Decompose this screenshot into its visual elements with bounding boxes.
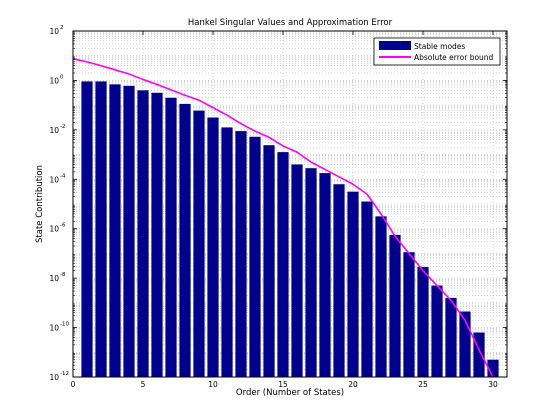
y-tick-label: 10	[49, 274, 59, 283]
bar	[487, 359, 499, 377]
bar	[375, 216, 387, 377]
plot-frame	[72, 30, 508, 378]
bar	[109, 84, 121, 377]
x-tick-label: 15	[278, 380, 288, 389]
chart-title: Hankel Singular Values and Approximation…	[188, 18, 393, 28]
bar	[235, 131, 247, 377]
y-tick-label: 10	[49, 126, 59, 135]
x-tick-label: 25	[418, 380, 428, 389]
y-tick-exponent: 2	[60, 25, 64, 31]
legend-label-error-bound: Absolute error bound	[414, 53, 494, 62]
bar	[445, 297, 457, 377]
y-axis-label: State Contribution	[35, 165, 45, 243]
bar	[123, 85, 135, 377]
bar	[193, 110, 205, 377]
y-tick-exponent: -10	[60, 322, 69, 328]
x-axis-label: Order (Number of States)	[236, 388, 344, 398]
bar	[347, 191, 359, 377]
bar	[207, 117, 219, 377]
bar	[319, 173, 331, 377]
y-tick-exponent: -4	[60, 173, 66, 179]
bar	[81, 81, 93, 377]
y-tick-exponent: -12	[60, 371, 69, 377]
bar	[403, 252, 415, 377]
x-tick-label: 30	[488, 380, 498, 389]
bar	[459, 311, 471, 377]
y-tick-exponent: 0	[60, 74, 64, 80]
bar	[95, 81, 107, 377]
bar	[263, 145, 275, 377]
y-tick-exponent: -6	[60, 223, 66, 229]
y-tick-exponent: -2	[60, 124, 65, 130]
error-bound-line	[72, 57, 494, 378]
bars	[81, 81, 499, 378]
x-tick-label: 5	[141, 380, 146, 389]
bar	[291, 164, 303, 377]
legend-swatch-stable-modes	[379, 41, 411, 50]
bar	[431, 285, 443, 377]
bar	[333, 184, 345, 377]
y-tick-label: 10	[49, 76, 59, 85]
error-bound-line-group	[72, 57, 494, 378]
y-tick-exponent: -8	[60, 272, 66, 278]
x-tick-label: 0	[71, 380, 76, 389]
y-tick-label: 10	[49, 373, 59, 382]
bar	[361, 201, 373, 377]
tick-labels: 0 5 10 15 20 25 3010-1210-1010-810-610-410-210…	[49, 25, 498, 389]
legend: Stable modes Absolute error bound	[373, 37, 501, 66]
x-tick-label: 10	[208, 380, 218, 389]
y-tick-label: 10	[49, 27, 59, 36]
bar	[473, 332, 485, 377]
bar	[417, 267, 429, 377]
y-tick-label: 10	[49, 324, 59, 333]
y-tick-label: 10	[49, 225, 59, 234]
legend-label-stable-modes: Stable modes	[414, 42, 465, 51]
bar	[179, 103, 191, 378]
bar	[221, 127, 233, 377]
bar	[277, 152, 289, 377]
bar	[305, 168, 317, 377]
x-tick-label: 20	[348, 380, 358, 389]
ticks	[72, 30, 507, 378]
bar	[249, 136, 261, 377]
bar	[137, 90, 149, 378]
bar	[151, 92, 163, 378]
bar	[165, 97, 177, 377]
bar	[389, 234, 401, 377]
y-tick-label: 10	[49, 175, 59, 184]
